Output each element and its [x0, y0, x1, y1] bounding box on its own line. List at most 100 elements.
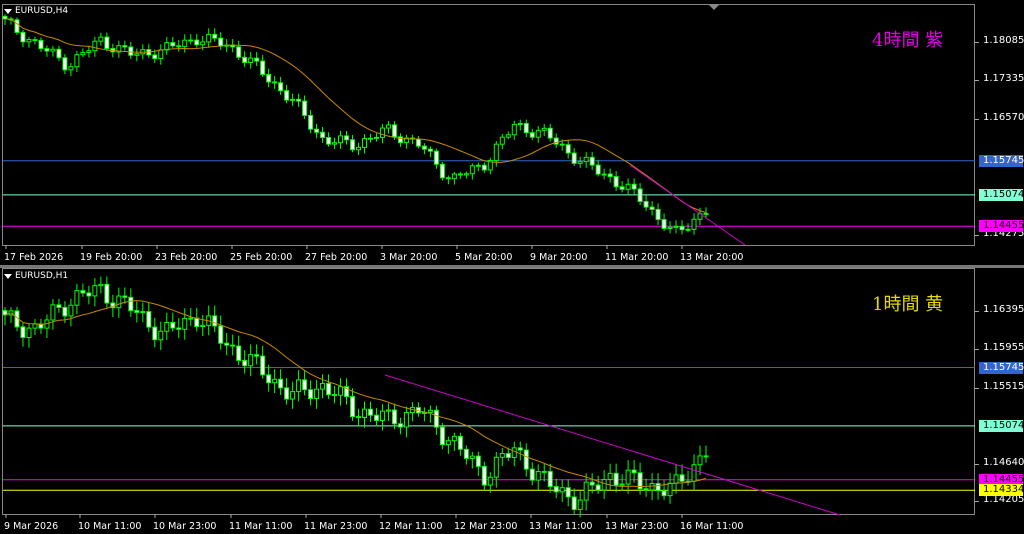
candle-body: [62, 306, 68, 317]
candle-body: [194, 317, 200, 328]
candle-body: [379, 410, 385, 421]
price-tick-mark: [975, 80, 979, 82]
candle-body: [56, 48, 62, 59]
panel-divider[interactable]: [0, 265, 1024, 268]
h1-chart-title: EURUSD,H1: [4, 271, 68, 281]
h1-plot-area[interactable]: [2, 268, 975, 515]
candle-body: [344, 135, 350, 141]
candle-body: [170, 42, 176, 47]
collapse-triangle-icon[interactable]: [4, 8, 12, 14]
h4-plot-area[interactable]: [2, 4, 975, 246]
candle-body: [355, 146, 361, 151]
candle-body: [391, 124, 397, 138]
candle-body: [350, 139, 356, 151]
candle-body: [218, 325, 224, 344]
trendline: [629, 164, 746, 246]
candle-body: [338, 135, 344, 144]
candle-body: [122, 295, 128, 298]
time-axis-label: 12 Mar 23:00: [454, 521, 518, 532]
candle-body: [158, 330, 164, 341]
candle-body: [463, 173, 469, 176]
candle-body: [218, 37, 224, 47]
candle-body: [505, 453, 511, 459]
candle-body: [176, 327, 182, 330]
candle-body: [643, 488, 649, 491]
candle-body: [583, 156, 589, 163]
price-tick-mark: [975, 349, 979, 351]
candle-body: [260, 60, 266, 76]
candle-body: [332, 394, 338, 397]
candle-body: [619, 483, 625, 486]
candle-body: [284, 90, 290, 101]
candle-body: [194, 39, 200, 46]
candle-body: [182, 39, 188, 48]
candle-body: [487, 160, 493, 171]
time-axis-label: 5 Mar 20:00: [455, 252, 513, 263]
candle-body: [469, 165, 475, 175]
time-axis-label: 12 Mar 11:00: [379, 521, 443, 532]
candle-body: [703, 455, 709, 458]
candle-body: [361, 408, 367, 418]
candle-body: [278, 378, 284, 389]
candle-body: [613, 176, 619, 188]
candle-body: [661, 219, 667, 230]
price-tick-label: 1.16570: [983, 111, 1024, 123]
price-tick-mark: [975, 118, 979, 120]
candle-body: [619, 186, 625, 190]
candle-body: [320, 131, 326, 139]
candle-body: [134, 53, 140, 56]
candle-body: [397, 136, 403, 144]
candle-body: [607, 173, 613, 178]
candle-body: [637, 472, 643, 490]
candle-body: [350, 395, 356, 418]
price-level-tag: 1.15745: [979, 154, 1024, 167]
candle-body: [589, 156, 595, 166]
price-level-tag: 1.14455: [979, 473, 1024, 486]
price-level-tag: 1.14334: [979, 484, 1024, 497]
candle-body: [655, 208, 661, 221]
candle-body: [481, 164, 487, 171]
candle-body: [254, 57, 260, 62]
candle-body: [649, 206, 655, 210]
candle-body: [547, 127, 553, 139]
candle-body: [290, 391, 296, 400]
candle-body: [212, 315, 218, 327]
time-axis-label: 11 Mar 20:00: [605, 252, 669, 263]
candle-body: [571, 152, 577, 164]
candle-body: [164, 42, 170, 51]
candle-body: [595, 164, 601, 175]
candle-body: [128, 296, 134, 312]
price-tick-mark: [975, 501, 979, 503]
candle-body: [326, 382, 332, 396]
candle-body: [86, 292, 92, 297]
price-tick-label: 1.18085: [983, 35, 1024, 46]
time-axis-label: 11 Mar 11:00: [229, 521, 293, 532]
candle-body: [517, 447, 523, 451]
candle-body: [206, 33, 212, 43]
candle-body: [176, 45, 182, 48]
candle-body: [32, 323, 38, 329]
collapse-triangle-icon[interactable]: [4, 273, 12, 279]
candle-body: [403, 137, 409, 144]
candle-body: [86, 50, 92, 54]
candle-body: [481, 465, 487, 486]
candle-body: [439, 426, 445, 446]
price-level-tag: 1.15074: [979, 188, 1024, 201]
time-axis-label: 3 Mar 20:00: [380, 252, 438, 263]
candle-body: [200, 324, 206, 328]
price-tick-mark: [975, 235, 979, 237]
candle-body: [122, 45, 128, 48]
candle-body: [152, 326, 158, 341]
candle-body: [655, 483, 661, 492]
time-axis-label: 23 Feb 20:00: [155, 252, 218, 263]
candle-body: [421, 145, 427, 150]
price-level-tag: 1.15074: [979, 419, 1024, 432]
candle-body: [565, 144, 571, 154]
candle-body: [242, 359, 248, 367]
candle-body: [260, 355, 266, 376]
candle-body: [385, 409, 391, 412]
candle-body: [314, 128, 320, 133]
candle-body: [134, 310, 140, 313]
time-axis-label: 27 Feb 20:00: [305, 252, 368, 263]
candle-body: [511, 447, 517, 459]
